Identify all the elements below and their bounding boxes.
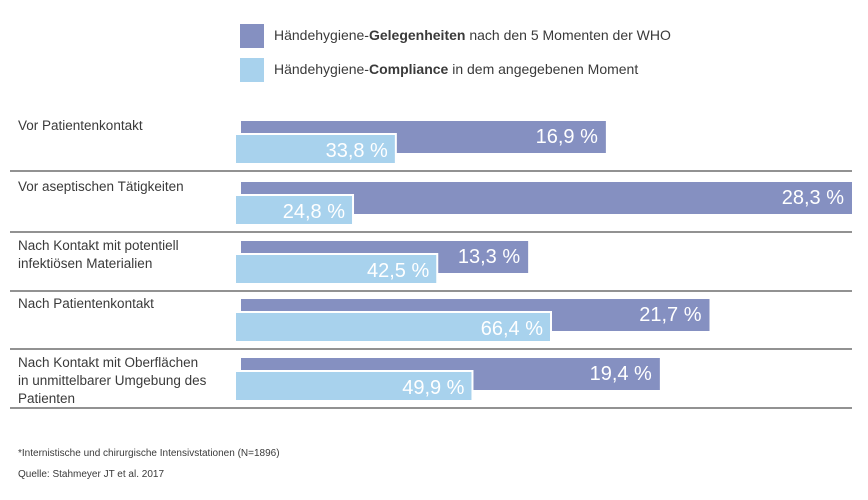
bar-label-compliance: 42,5 % [367,260,429,282]
legend-swatch-opportunities [240,24,264,48]
bar-label-compliance: 33,8 % [326,140,388,162]
legend-label-compliance: Händehygiene-Compliance in dem angegeben… [274,61,639,77]
bar-label-opportunities: 19,4 % [590,363,652,385]
bar-label-opportunities: 13,3 % [458,246,520,268]
bar-compliance [234,253,439,285]
footnote-source: Quelle: Stahmeyer JT et al. 2017 [18,469,165,480]
category-label: Nach Patientenkontakt [18,296,154,311]
category-label: Nach Kontakt mit potentiell infektiösen M… [18,238,179,271]
bar-compliance [234,133,397,165]
footnote-population: *Internistische und chirurgische Intensi… [18,448,280,459]
category-label: Vor aseptischen Tätigkeiten [18,179,184,194]
bar-label-opportunities: 28,3 % [782,187,844,209]
category-label: Vor Patientenkontakt [18,118,143,133]
bar-label-compliance: 66,4 % [481,318,543,340]
category-label: Nach Kontakt mit Oberflächen in unmittelb… [18,355,207,406]
bar-label-opportunities: 16,9 % [536,126,598,148]
bar-compliance [234,194,355,226]
legend-swatch-compliance [240,58,264,82]
bar-compliance [234,311,552,343]
bar-label-compliance: 24,8 % [283,201,345,223]
bar-label-opportunities: 21,7 % [639,304,701,326]
bar-label-compliance: 49,9 % [402,377,464,399]
legend-label-opportunities: Händehygiene-Gelegenheiten nach den 5 Mo… [274,27,671,43]
bar-compliance [234,370,474,402]
